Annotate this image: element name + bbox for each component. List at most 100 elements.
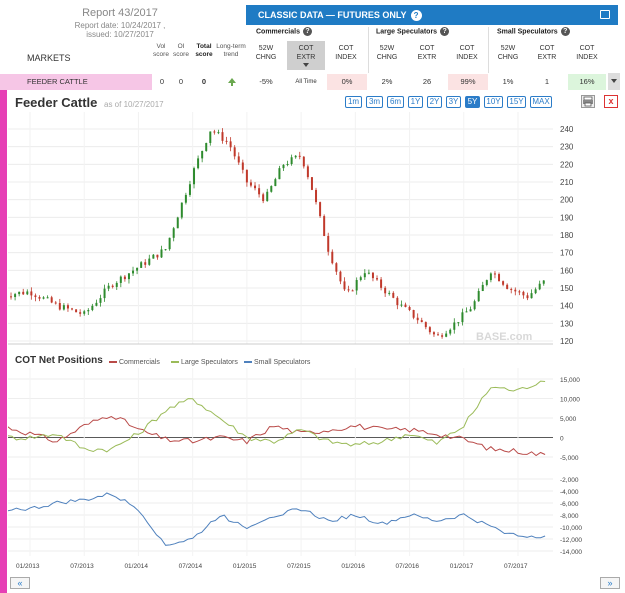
y-tick-label: 210 bbox=[560, 178, 574, 187]
y-tick-label: 140 bbox=[560, 302, 574, 311]
candle-body bbox=[83, 311, 86, 314]
small-cot-extr-header[interactable]: COT EXTR bbox=[537, 45, 557, 61]
small-cot-index: 16% bbox=[568, 74, 606, 90]
range-button-15y[interactable]: 15Y bbox=[507, 96, 526, 108]
y-tick-label: 120 bbox=[560, 337, 574, 346]
question-icon[interactable]: ? bbox=[440, 27, 450, 36]
market-name[interactable]: FEEDER CATTLE bbox=[0, 74, 152, 90]
candle-body bbox=[34, 295, 37, 298]
range-button-1m[interactable]: 1m bbox=[345, 96, 362, 108]
legend-swatch bbox=[244, 361, 252, 364]
candle-body bbox=[18, 291, 21, 295]
candle-body bbox=[79, 312, 82, 314]
vol-score-header[interactable]: Vol score bbox=[153, 43, 169, 58]
range-button-max[interactable]: MAX bbox=[530, 96, 552, 108]
small-52w-header[interactable]: 52W CHNG bbox=[497, 45, 519, 61]
large-cot-extr-header[interactable]: COT EXTR bbox=[417, 45, 437, 61]
x-tick-label: 07/2014 bbox=[179, 563, 203, 570]
candle-body bbox=[477, 291, 480, 302]
range-button-3m[interactable]: 3m bbox=[366, 96, 383, 108]
candle-body bbox=[180, 202, 183, 218]
legend-item[interactable]: Commercials bbox=[109, 359, 160, 366]
range-button-10y[interactable]: 10Y bbox=[484, 96, 503, 108]
candle-body bbox=[457, 322, 460, 324]
y-tick-label: 0 bbox=[560, 436, 564, 443]
candle-body bbox=[469, 309, 472, 312]
y-tick-label: -6,000 bbox=[560, 501, 579, 508]
candle-body bbox=[245, 169, 248, 183]
market-color-bar bbox=[0, 90, 7, 593]
table-row[interactable]: FEEDER CATTLE 0 0 0 -5% All Time 0% 2% 2… bbox=[0, 74, 606, 90]
candle-body bbox=[140, 262, 143, 268]
candle-body bbox=[445, 333, 448, 337]
oi-score-header[interactable]: OI score bbox=[173, 43, 189, 58]
range-button-5y[interactable]: 5Y bbox=[465, 96, 480, 108]
range-button-6m[interactable]: 6m bbox=[387, 96, 404, 108]
printer-icon[interactable] bbox=[581, 95, 595, 108]
divider bbox=[488, 27, 489, 73]
small-cot-index-header[interactable]: COT INDEX bbox=[576, 45, 598, 61]
candle-body bbox=[294, 155, 297, 158]
comm-cot-index-header[interactable]: COT INDEX bbox=[335, 45, 357, 61]
candle-body bbox=[111, 285, 114, 287]
candle-body bbox=[302, 156, 305, 167]
candle-body bbox=[376, 278, 379, 280]
trend-header[interactable]: Long-term trend bbox=[216, 43, 246, 58]
legend-item[interactable]: Large Speculators bbox=[171, 359, 238, 366]
large-52w-header[interactable]: 52W CHNG bbox=[376, 45, 398, 61]
range-button-3y[interactable]: 3Y bbox=[446, 96, 461, 108]
candle-body bbox=[412, 309, 415, 318]
close-icon[interactable]: x bbox=[604, 95, 618, 108]
candle-body bbox=[449, 329, 452, 334]
x-tick-label: 01/2013 bbox=[16, 563, 40, 570]
range-button-1y[interactable]: 1Y bbox=[408, 96, 423, 108]
candle-body bbox=[201, 150, 204, 159]
candle-body bbox=[473, 301, 476, 310]
candle-body bbox=[71, 308, 74, 310]
large-cot-index-header[interactable]: COT INDEX bbox=[456, 45, 478, 61]
candle-body bbox=[58, 303, 61, 310]
x-tick-label: 01/2016 bbox=[341, 563, 365, 570]
candle-body bbox=[213, 131, 216, 133]
printer-glyph bbox=[583, 96, 593, 107]
range-button-2y[interactable]: 2Y bbox=[427, 96, 442, 108]
question-icon[interactable]: ? bbox=[302, 27, 312, 36]
candle-body bbox=[489, 273, 492, 281]
scroll-left-button[interactable]: « bbox=[10, 577, 30, 589]
candle-body bbox=[95, 302, 98, 306]
candle-body bbox=[441, 335, 444, 337]
candle-body bbox=[416, 317, 419, 321]
y-tick-label: 190 bbox=[560, 213, 574, 222]
oi-score: 0 bbox=[178, 77, 184, 86]
candle-body bbox=[331, 251, 334, 264]
scroll-down-button[interactable] bbox=[608, 73, 620, 90]
printer-icon[interactable] bbox=[600, 10, 610, 19]
total-score-header[interactable]: Total score bbox=[195, 43, 213, 58]
candle-body bbox=[152, 254, 155, 259]
candle-body bbox=[148, 258, 151, 265]
series-line bbox=[8, 492, 546, 546]
candle-body bbox=[30, 291, 33, 296]
candle-body bbox=[510, 288, 513, 290]
question-icon[interactable]: ? bbox=[410, 10, 422, 22]
series-line bbox=[8, 380, 546, 453]
candle-body bbox=[176, 217, 179, 229]
comm-cot-extr-header[interactable]: COT EXTR bbox=[287, 41, 325, 70]
candle-body bbox=[432, 332, 435, 335]
candle-body bbox=[343, 281, 346, 290]
candle-body bbox=[87, 310, 90, 312]
candle-body bbox=[506, 284, 509, 289]
candle-body bbox=[184, 194, 187, 203]
cot-chart: -5,000 0 5,000 10,000 15,000 -14,000 -12,000 -1… bbox=[8, 368, 582, 570]
candle-body bbox=[66, 305, 69, 309]
y-tick-label: 200 bbox=[560, 196, 574, 205]
scroll-right-button[interactable]: » bbox=[600, 577, 620, 589]
candle-body bbox=[319, 202, 322, 217]
legend-item[interactable]: Small Speculators bbox=[244, 359, 310, 366]
question-icon[interactable]: ? bbox=[560, 27, 570, 36]
candle-body bbox=[481, 284, 484, 292]
comm-52w-header[interactable]: 52W CHNG bbox=[255, 45, 277, 61]
candle-body bbox=[493, 273, 496, 275]
candle-body bbox=[254, 185, 257, 189]
vol-score: 0 bbox=[159, 77, 165, 86]
